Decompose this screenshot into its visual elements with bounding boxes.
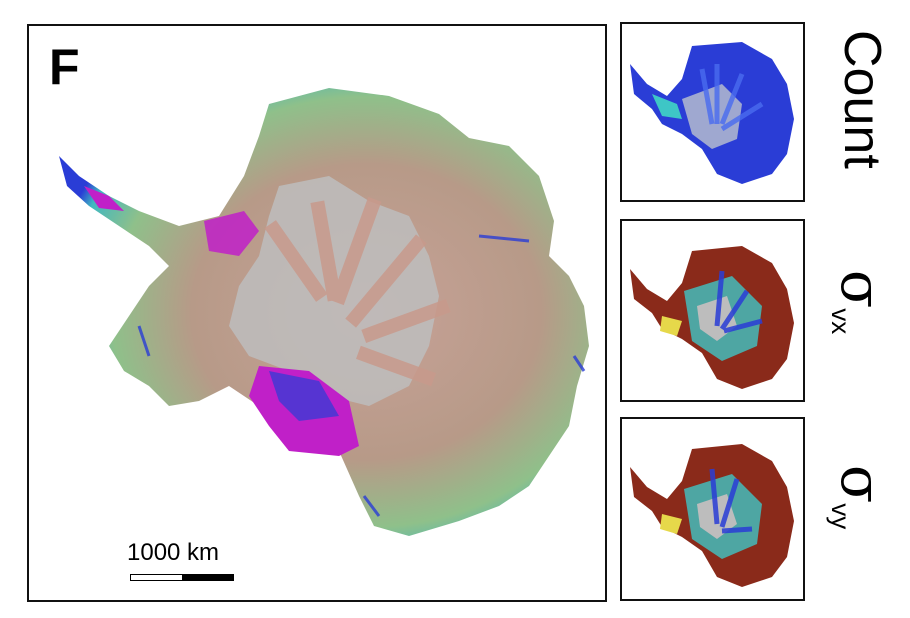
sigma-vy-thumbnail: [620, 417, 805, 601]
sigma-vy-map: [630, 444, 794, 587]
panel-letter: F: [49, 39, 80, 95]
scale-bar-label: 1000 km: [127, 539, 220, 566]
antarctica-uncertainty-map: [59, 88, 589, 536]
sigma-vx-map: [630, 246, 794, 389]
track-strips: [264, 196, 451, 387]
sigma-vy-subscript: vy: [826, 503, 856, 530]
sigma-vy-symbol: σ: [828, 465, 893, 504]
ronne-ice-shelf: [204, 211, 259, 256]
count-label: Count: [822, 30, 894, 200]
count-label-text: Count: [833, 30, 891, 169]
sigma-vx-subscript: vx: [826, 308, 856, 335]
scale-bar-white-segment: [131, 575, 182, 580]
scale-bar: [130, 574, 234, 581]
sigma-vx-thumbnail: [620, 219, 805, 402]
scale-bar-black-segment: [182, 575, 233, 580]
sigma-vx-symbol: σ: [828, 270, 893, 309]
sigma-vy-label: σvy: [826, 465, 895, 555]
main-map-panel: F 1000 km: [27, 24, 607, 602]
count-map: [630, 42, 794, 184]
sigma-vx-label: σvx: [826, 270, 895, 360]
count-thumbnail: [620, 22, 805, 202]
